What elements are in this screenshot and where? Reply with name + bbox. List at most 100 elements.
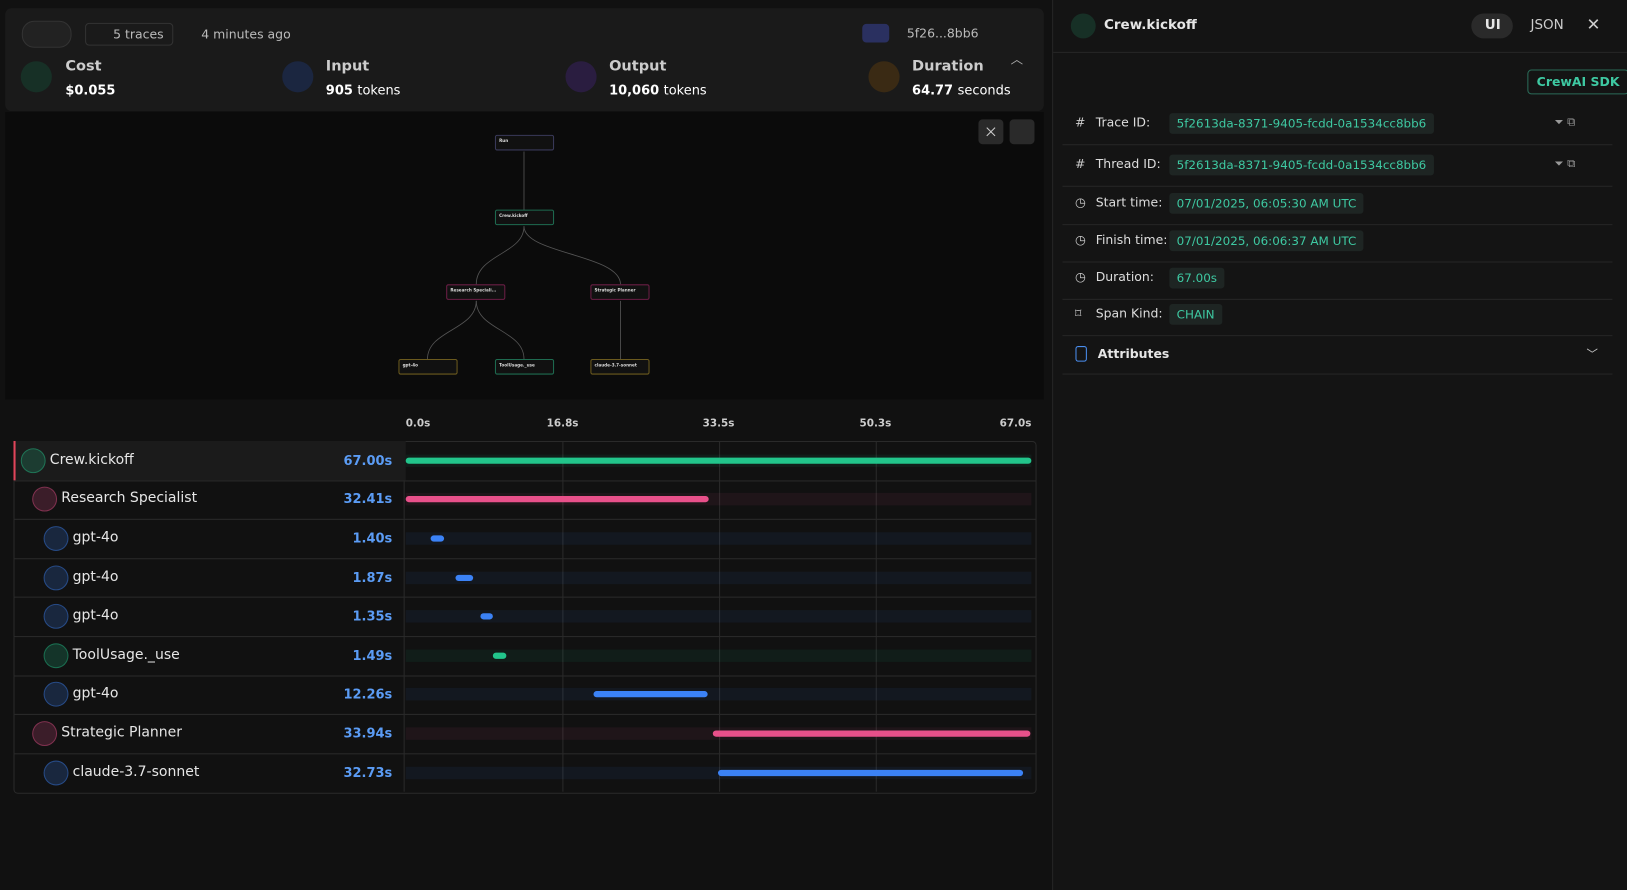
span-duration: 33.94s [343,725,392,741]
graph-edges [0,0,1048,405]
span-bar [406,496,709,502]
tab[interactable]: JSON [1530,18,1563,34]
graph-node: Run [495,135,554,151]
row-value: 07/01/2025, 06:05:30 AM UTC [1169,193,1363,214]
divider [404,441,405,792]
separator [1063,186,1613,187]
row-icon: # [1075,115,1085,130]
span-name[interactable]: ToolUsage._use [73,646,180,663]
separator [1063,224,1613,225]
span-icon [21,448,46,473]
span-duration: 1.40s [352,530,392,546]
span-name[interactable]: Crew.kickoff [50,451,134,468]
track [406,610,1032,622]
row-border [13,597,1035,598]
row-label: Thread ID: [1096,157,1161,172]
graph-node: claude-3.7-sonnet [590,359,649,375]
span-bar [480,613,493,619]
x-tick-label: 16.8s [547,418,579,429]
span-duration: 12.26s [343,686,392,702]
row-border [13,558,1035,559]
row-icon: ◷ [1075,195,1086,210]
span-icon [44,526,69,551]
edge [476,301,524,359]
row-value: 5f2613da-8371-9405-fcdd-0a1534cc8bb6 [1169,113,1433,134]
edge [476,226,524,284]
track [406,532,1032,544]
span-bar [718,769,1024,775]
span-bar [455,574,472,580]
track [406,688,1032,700]
edge [427,301,476,359]
chevron: ﹀ [1586,346,1597,363]
edge [524,226,620,284]
span-name[interactable]: gpt-4o [73,685,119,702]
x-tick-label: 33.5s [703,418,735,429]
row-border [13,675,1035,676]
span-bar [406,457,1032,463]
separator [1063,335,1613,336]
span-name[interactable]: Research Specialist [61,490,197,507]
span-icon [44,604,69,629]
attributes[interactable]: Attributes [1098,347,1170,362]
row-label: Duration: [1096,270,1154,285]
row-value: 07/01/2025, 06:06:37 AM UTC [1169,230,1363,251]
separator [1063,261,1613,262]
span-bar [493,652,507,658]
span-name[interactable]: gpt-4o [73,568,119,585]
graph-node: Crew.kickoff [495,210,554,226]
row-label: Span Kind: [1096,306,1163,321]
span-icon [44,760,69,785]
span-duration: 1.35s [352,608,392,624]
span-duration: 1.87s [352,569,392,585]
span-duration: 1.49s [352,647,392,663]
row-border [13,636,1035,637]
row-border [13,753,1035,754]
span-name[interactable]: gpt-4o [73,529,119,546]
x-tick-label: 67.0s [1000,418,1032,429]
tab[interactable]: UI [1485,18,1501,34]
row-actions: ⏷ ⧉ [1554,115,1575,130]
span-bar [593,691,707,697]
row-icon: ⌑ [1075,306,1081,321]
span-name[interactable]: gpt-4o [73,607,119,624]
attr-icon [1073,346,1090,363]
row-value: 5f2613da-8371-9405-fcdd-0a1534cc8bb6 [1169,155,1433,176]
span-name[interactable]: claude-3.7-sonnet [73,763,200,780]
row-label: Trace ID: [1096,115,1150,130]
span-icon [44,565,69,590]
graph-node: Strategic Planner [590,284,649,300]
separator [1063,374,1613,375]
span-icon [32,721,57,746]
row-actions: ⏷ ⧉ [1554,157,1575,172]
row-label: Start time: [1096,195,1163,210]
x-tick-label: 50.3s [860,418,892,429]
graph-node: ToolUsage._use [495,359,554,375]
separator [1063,299,1613,300]
panel-title: Crew.kickoff [1104,18,1197,34]
track [406,571,1032,583]
separator [1063,144,1613,145]
row-border [13,714,1035,715]
row-icon: ◷ [1075,270,1086,285]
sdk-badge: CrewAI SDK [1527,70,1627,95]
x-tick-label: 0.0s [406,418,431,429]
span-duration: 67.00s [343,452,392,468]
row-border [13,480,1035,481]
span-icon [1071,13,1096,38]
span-duration: 32.41s [343,491,392,507]
span-duration: 32.73s [343,764,392,780]
row-value: CHAIN [1169,304,1221,325]
close-panel[interactable]: ✕ [1586,15,1600,35]
span-bar [713,730,1030,736]
span-bar [431,535,444,541]
span-icon [44,643,69,668]
span-name[interactable]: Strategic Planner [61,724,182,741]
expand-graph[interactable] [1010,119,1035,144]
row-border [13,519,1035,520]
row-label: Finish time: [1096,232,1168,247]
graph-node: gpt-4o [398,359,457,375]
timeline: 0.0s 16.8s 33.5s 50.3s 67.0s Crew.kickoff 67.0… [0,410,1048,804]
